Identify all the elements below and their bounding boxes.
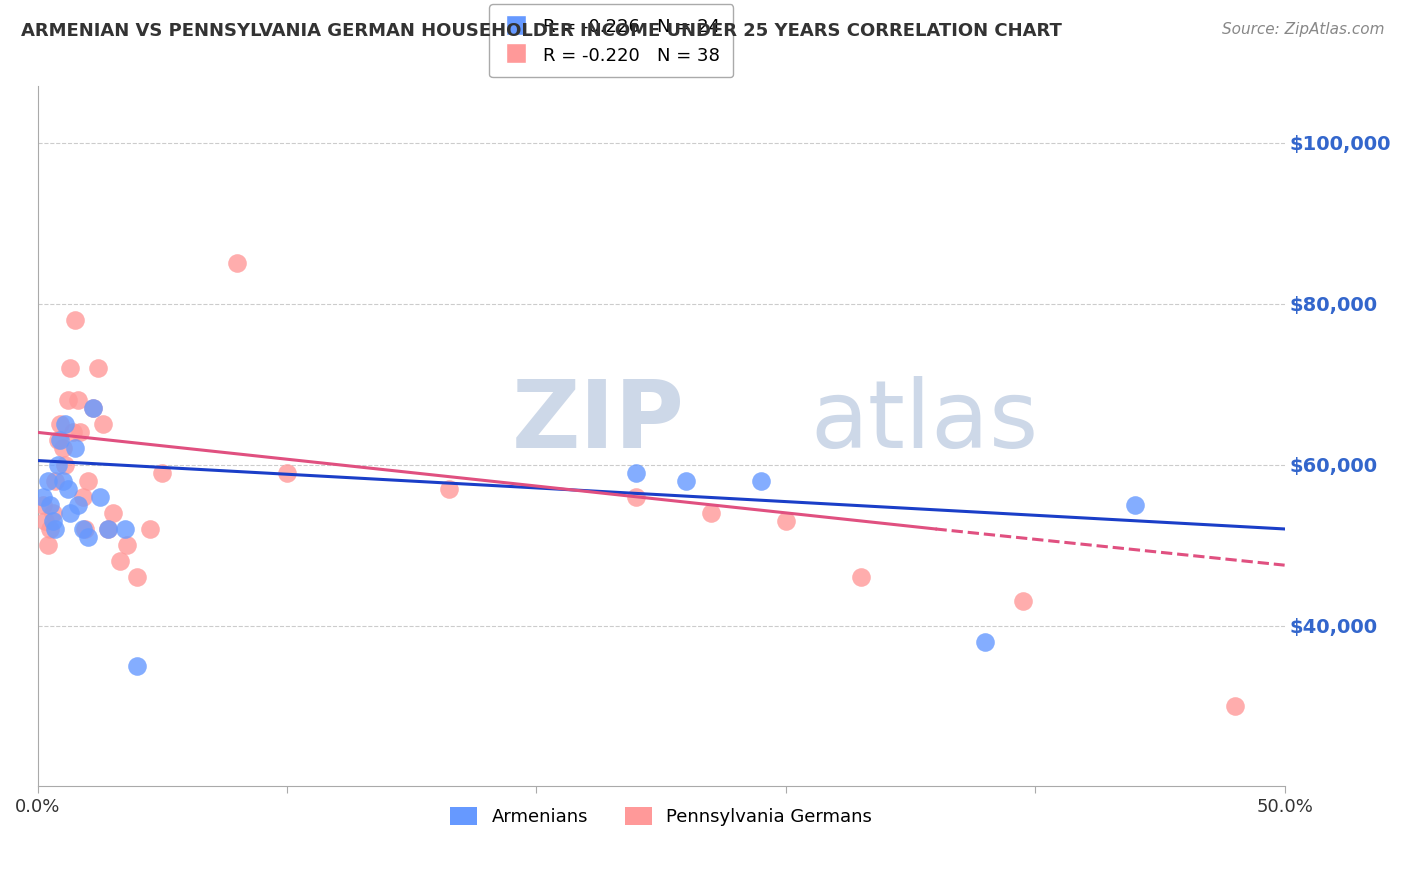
Point — [37, 538, 59, 552]
Point — [52, 474, 75, 488]
Point — [53, 458, 76, 472]
Point — [66, 498, 89, 512]
Point — [56, 393, 79, 408]
Point — [63, 312, 86, 326]
Point — [72, 490, 94, 504]
Point — [626, 466, 648, 480]
Point — [117, 538, 139, 552]
Point — [44, 522, 66, 536]
Point — [31, 498, 53, 512]
Point — [127, 658, 149, 673]
Point — [86, 361, 108, 376]
Point — [62, 425, 84, 440]
Point — [1011, 594, 1033, 608]
Point — [749, 474, 772, 488]
Point — [139, 522, 162, 536]
Point — [34, 514, 56, 528]
Text: ZIP: ZIP — [512, 376, 685, 468]
Point — [1123, 498, 1146, 512]
Point — [626, 490, 648, 504]
Point — [52, 442, 75, 456]
Point — [101, 506, 124, 520]
Point — [39, 522, 62, 536]
Text: ARMENIAN VS PENNSYLVANIA GERMAN HOUSEHOLDER INCOME UNDER 25 YEARS CORRELATION CH: ARMENIAN VS PENNSYLVANIA GERMAN HOUSEHOL… — [21, 22, 1062, 40]
Point — [37, 474, 59, 488]
Point — [76, 474, 98, 488]
Legend: Armenians, Pennsylvania Germans: Armenians, Pennsylvania Germans — [443, 799, 879, 833]
Point — [69, 425, 91, 440]
Text: atlas: atlas — [811, 376, 1039, 468]
Point — [437, 482, 460, 496]
Point — [49, 434, 72, 448]
Point — [56, 482, 79, 496]
Point — [41, 506, 63, 520]
Point — [46, 458, 69, 472]
Point — [76, 530, 98, 544]
Point — [59, 506, 82, 520]
Point — [49, 417, 72, 432]
Point — [63, 442, 86, 456]
Point — [46, 434, 69, 448]
Point — [44, 474, 66, 488]
Point — [39, 498, 62, 512]
Point — [75, 522, 97, 536]
Point — [226, 256, 249, 270]
Point — [96, 522, 118, 536]
Point — [127, 570, 149, 584]
Point — [700, 506, 723, 520]
Point — [114, 522, 136, 536]
Point — [31, 490, 53, 504]
Point — [1223, 698, 1246, 713]
Point — [108, 554, 131, 568]
Point — [82, 401, 104, 416]
Point — [849, 570, 872, 584]
Point — [53, 417, 76, 432]
Point — [41, 514, 63, 528]
Point — [89, 490, 111, 504]
Text: Source: ZipAtlas.com: Source: ZipAtlas.com — [1222, 22, 1385, 37]
Point — [91, 417, 114, 432]
Point — [96, 522, 118, 536]
Point — [974, 634, 997, 648]
Point — [150, 466, 173, 480]
Point — [276, 466, 298, 480]
Point — [72, 522, 94, 536]
Point — [82, 401, 104, 416]
Point — [775, 514, 797, 528]
Point — [66, 393, 89, 408]
Point — [675, 474, 697, 488]
Point — [59, 361, 82, 376]
